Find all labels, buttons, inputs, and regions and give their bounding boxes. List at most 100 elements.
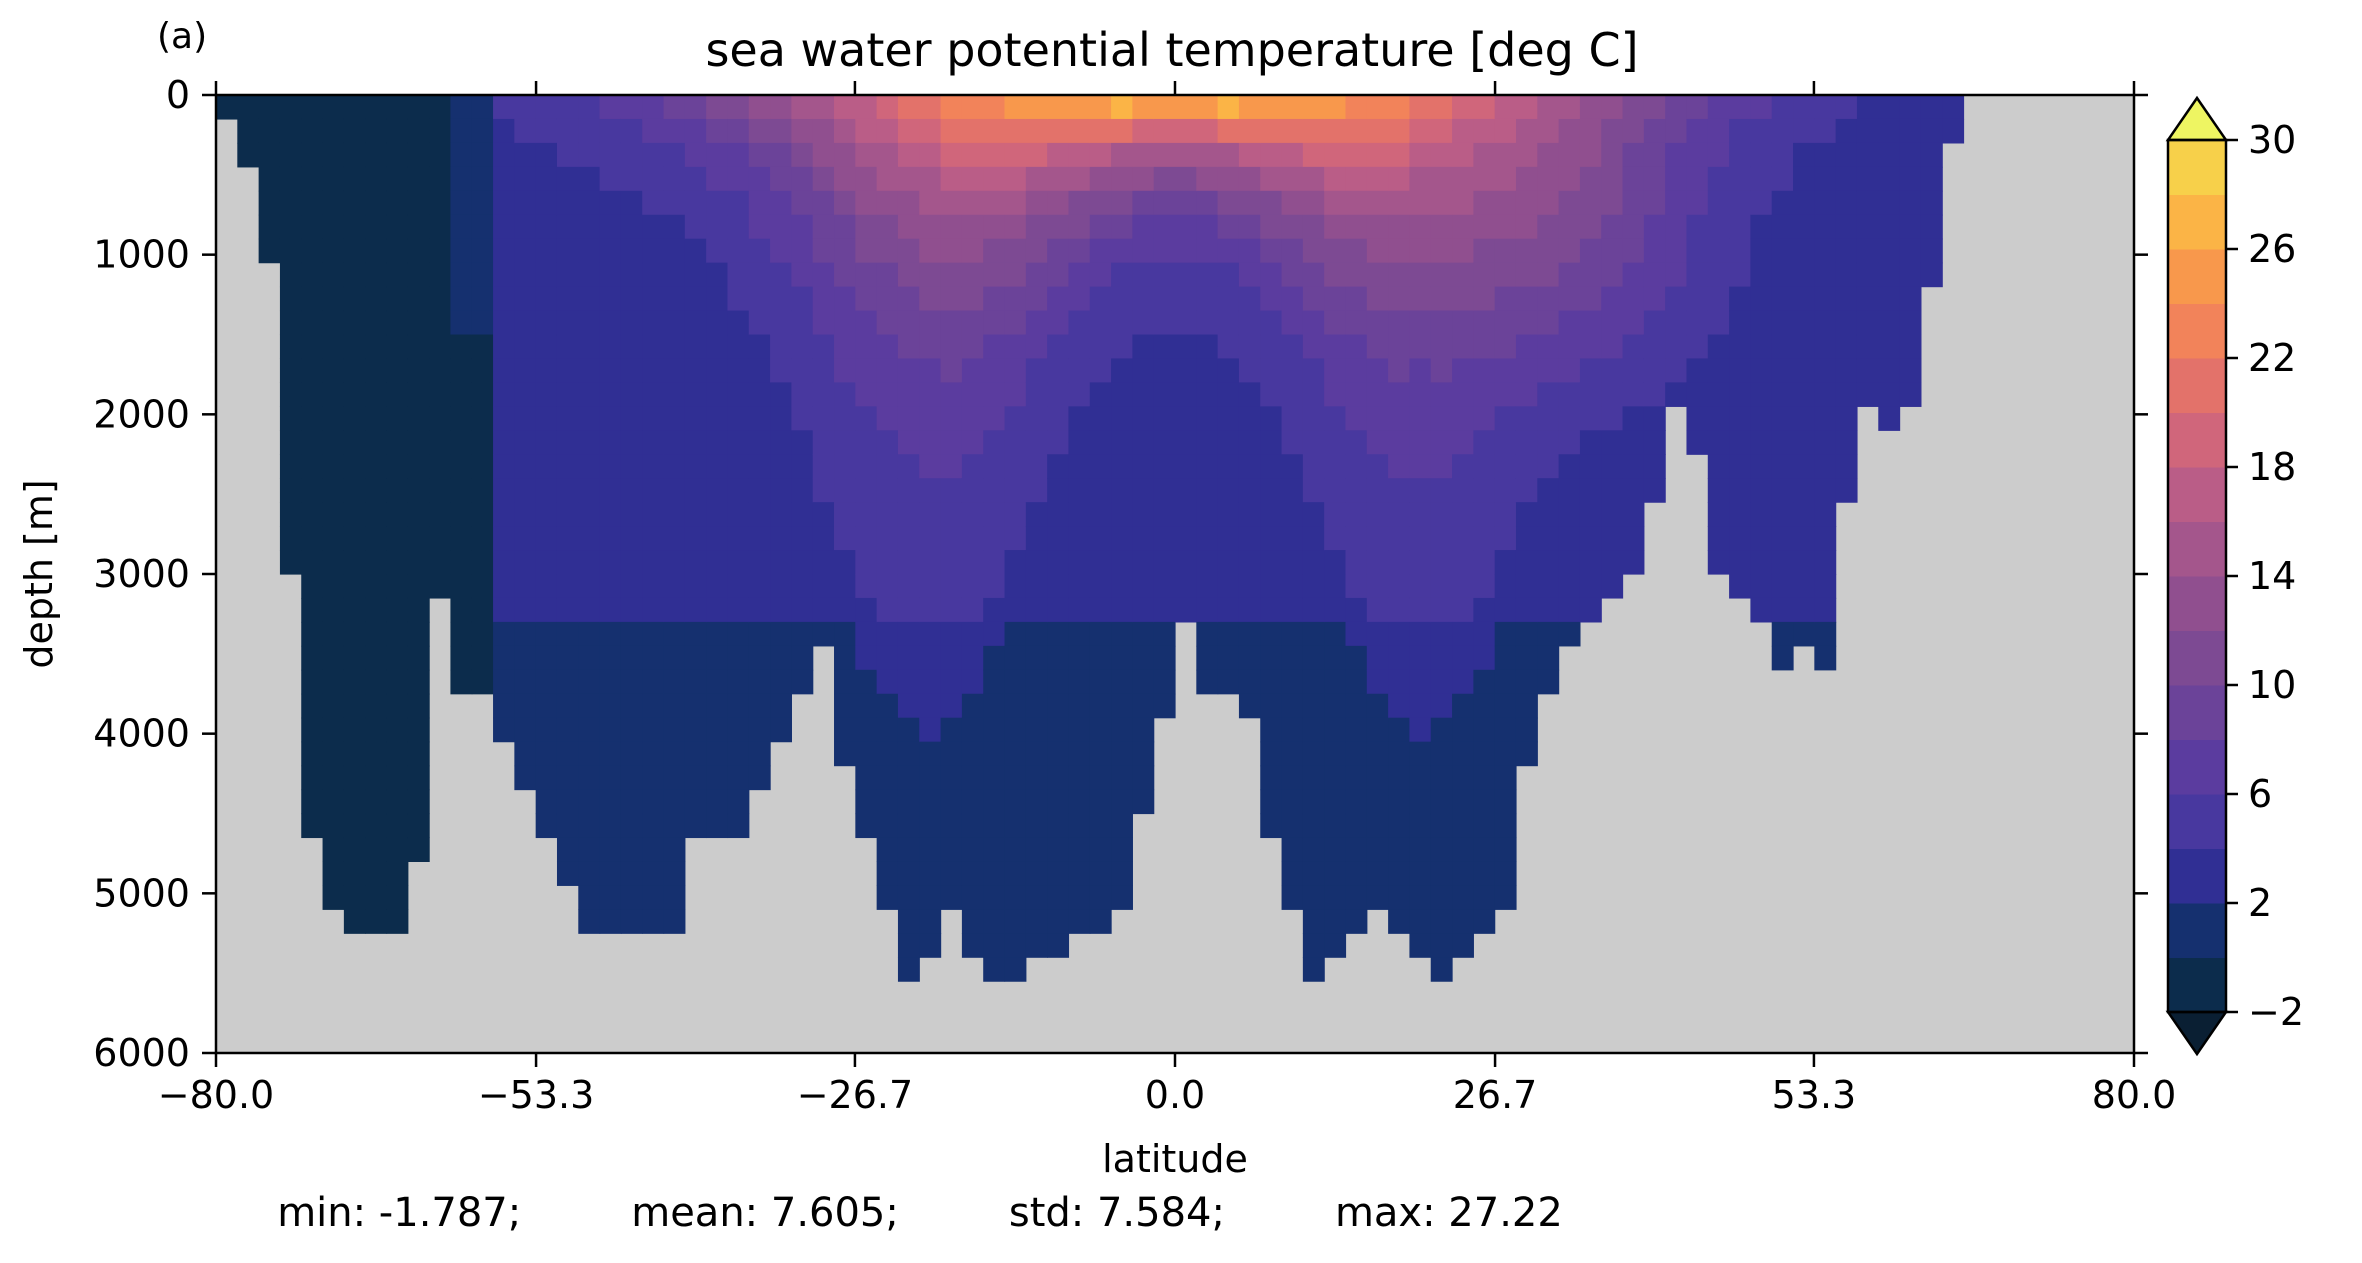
field-cell	[1196, 214, 1219, 240]
field-cell	[1452, 621, 1474, 647]
field-cell	[599, 909, 622, 934]
field-cell	[556, 142, 579, 168]
field-cell	[407, 502, 430, 527]
field-cell	[1920, 95, 1943, 120]
field-cell	[727, 286, 750, 312]
field-cell	[1729, 406, 1751, 431]
field-cell	[386, 95, 409, 120]
field-cell	[1111, 837, 1133, 862]
field-cell	[1452, 574, 1474, 599]
field-cell	[812, 262, 835, 288]
field-cell	[1686, 118, 1709, 144]
field-cell	[1132, 166, 1155, 192]
field-cell	[1473, 837, 1496, 862]
field-cell	[834, 574, 856, 599]
field-cell	[1089, 813, 1112, 839]
field-cell	[343, 741, 366, 767]
field-cell	[1430, 502, 1453, 527]
field-cell	[514, 238, 537, 264]
field-cell	[1409, 142, 1432, 168]
field-cell	[940, 574, 963, 599]
field-cell	[1004, 286, 1027, 312]
field-cell	[1494, 669, 1517, 695]
field-cell	[1643, 166, 1666, 192]
field-cell	[1153, 95, 1176, 120]
field-cell	[748, 214, 771, 240]
field-cell	[1324, 550, 1347, 575]
field-cell	[1537, 574, 1560, 599]
field-cell	[1004, 789, 1027, 815]
field-cell	[1878, 286, 1901, 312]
field-cell	[1388, 142, 1411, 168]
field-cell	[876, 502, 899, 527]
field-cell	[855, 502, 878, 527]
field-cell	[1793, 286, 1815, 312]
field-cell	[1558, 118, 1581, 144]
field-cell	[1196, 358, 1219, 383]
field-cell	[365, 95, 388, 120]
field-cell	[322, 645, 345, 671]
field-cell	[1217, 621, 1240, 647]
field-cell	[1835, 286, 1858, 312]
field-cell	[684, 142, 707, 168]
field-cell	[940, 621, 963, 647]
field-cell	[1750, 190, 1773, 216]
field-cell	[301, 262, 324, 288]
field-cell	[1281, 693, 1304, 719]
field-cell	[1771, 262, 1794, 288]
field-cell	[1515, 597, 1538, 623]
field-cell	[365, 334, 388, 360]
field-cell	[599, 214, 622, 240]
field-cell	[1601, 334, 1624, 360]
field-cell	[1324, 741, 1347, 767]
field-cell	[727, 214, 750, 240]
field-cell	[1878, 334, 1901, 360]
field-cell	[1047, 597, 1070, 623]
field-cell	[1686, 406, 1709, 431]
field-cell	[1068, 382, 1091, 407]
field-cell	[1686, 262, 1709, 288]
field-cell	[556, 765, 579, 791]
field-cell	[1153, 118, 1176, 144]
field-cell	[1601, 526, 1624, 551]
field-cell	[343, 190, 366, 216]
field-cell	[556, 406, 579, 431]
field-cell	[1260, 118, 1283, 144]
field-cell	[1111, 95, 1133, 120]
field-cell	[791, 597, 814, 623]
field-cell	[1068, 334, 1091, 360]
field-cell	[1430, 95, 1453, 120]
field-cell	[1388, 765, 1411, 791]
field-cell	[429, 118, 452, 144]
field-cell	[1302, 286, 1325, 312]
field-cell	[961, 95, 984, 120]
field-cell	[599, 478, 622, 503]
field-cell	[1835, 334, 1858, 360]
field-cell	[1686, 190, 1709, 216]
field-cell	[1004, 166, 1027, 192]
field-cell	[556, 621, 579, 647]
field-cell	[983, 621, 1006, 647]
field-cell	[770, 526, 792, 551]
field-cell	[663, 454, 686, 479]
field-cell	[897, 693, 920, 719]
field-cell	[1665, 214, 1688, 240]
field-cell	[791, 286, 814, 312]
field-cell	[301, 166, 324, 192]
field-cell	[1515, 310, 1538, 336]
field-cell	[1238, 286, 1261, 312]
field-cell	[1942, 118, 1965, 144]
field-cell	[301, 550, 324, 575]
field-cell	[1452, 430, 1474, 455]
field-cell	[983, 741, 1006, 767]
field-cell	[1025, 406, 1048, 431]
field-cell	[1707, 238, 1730, 264]
field-cell	[834, 717, 856, 743]
field-cell	[1643, 214, 1666, 240]
field-cell	[876, 358, 899, 383]
field-cell	[1579, 310, 1602, 336]
field-cell	[493, 454, 515, 479]
field-cell	[1835, 118, 1858, 144]
field-cell	[1771, 526, 1794, 551]
